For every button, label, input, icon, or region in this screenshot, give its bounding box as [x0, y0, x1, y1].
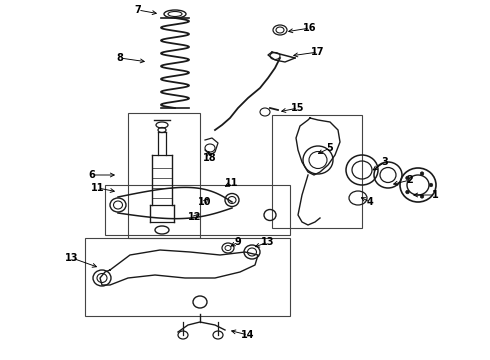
Text: 1: 1	[432, 190, 439, 200]
Text: 13: 13	[65, 253, 79, 263]
Text: 7: 7	[135, 5, 142, 15]
Text: 14: 14	[241, 330, 255, 340]
Text: 6: 6	[89, 170, 96, 180]
Text: 11: 11	[225, 178, 239, 188]
Text: 3: 3	[382, 157, 389, 167]
Text: 11: 11	[91, 183, 105, 193]
Text: 10: 10	[198, 197, 212, 207]
Text: 9: 9	[235, 237, 242, 247]
Bar	[128, 113, 200, 238]
Ellipse shape	[429, 183, 433, 187]
Text: 2: 2	[407, 175, 414, 185]
Ellipse shape	[420, 172, 424, 175]
Text: 13: 13	[261, 237, 275, 247]
Bar	[105, 185, 290, 235]
Text: 16: 16	[303, 23, 317, 33]
Bar	[85, 238, 290, 316]
Text: 18: 18	[203, 153, 217, 163]
Ellipse shape	[420, 195, 424, 198]
Ellipse shape	[406, 190, 409, 194]
Text: 17: 17	[311, 47, 325, 57]
Text: 4: 4	[367, 197, 373, 207]
Text: 5: 5	[327, 143, 333, 153]
Text: 12: 12	[188, 212, 202, 222]
Text: 8: 8	[117, 53, 123, 63]
Ellipse shape	[406, 176, 409, 180]
Text: 15: 15	[291, 103, 305, 113]
Bar	[272, 115, 362, 228]
